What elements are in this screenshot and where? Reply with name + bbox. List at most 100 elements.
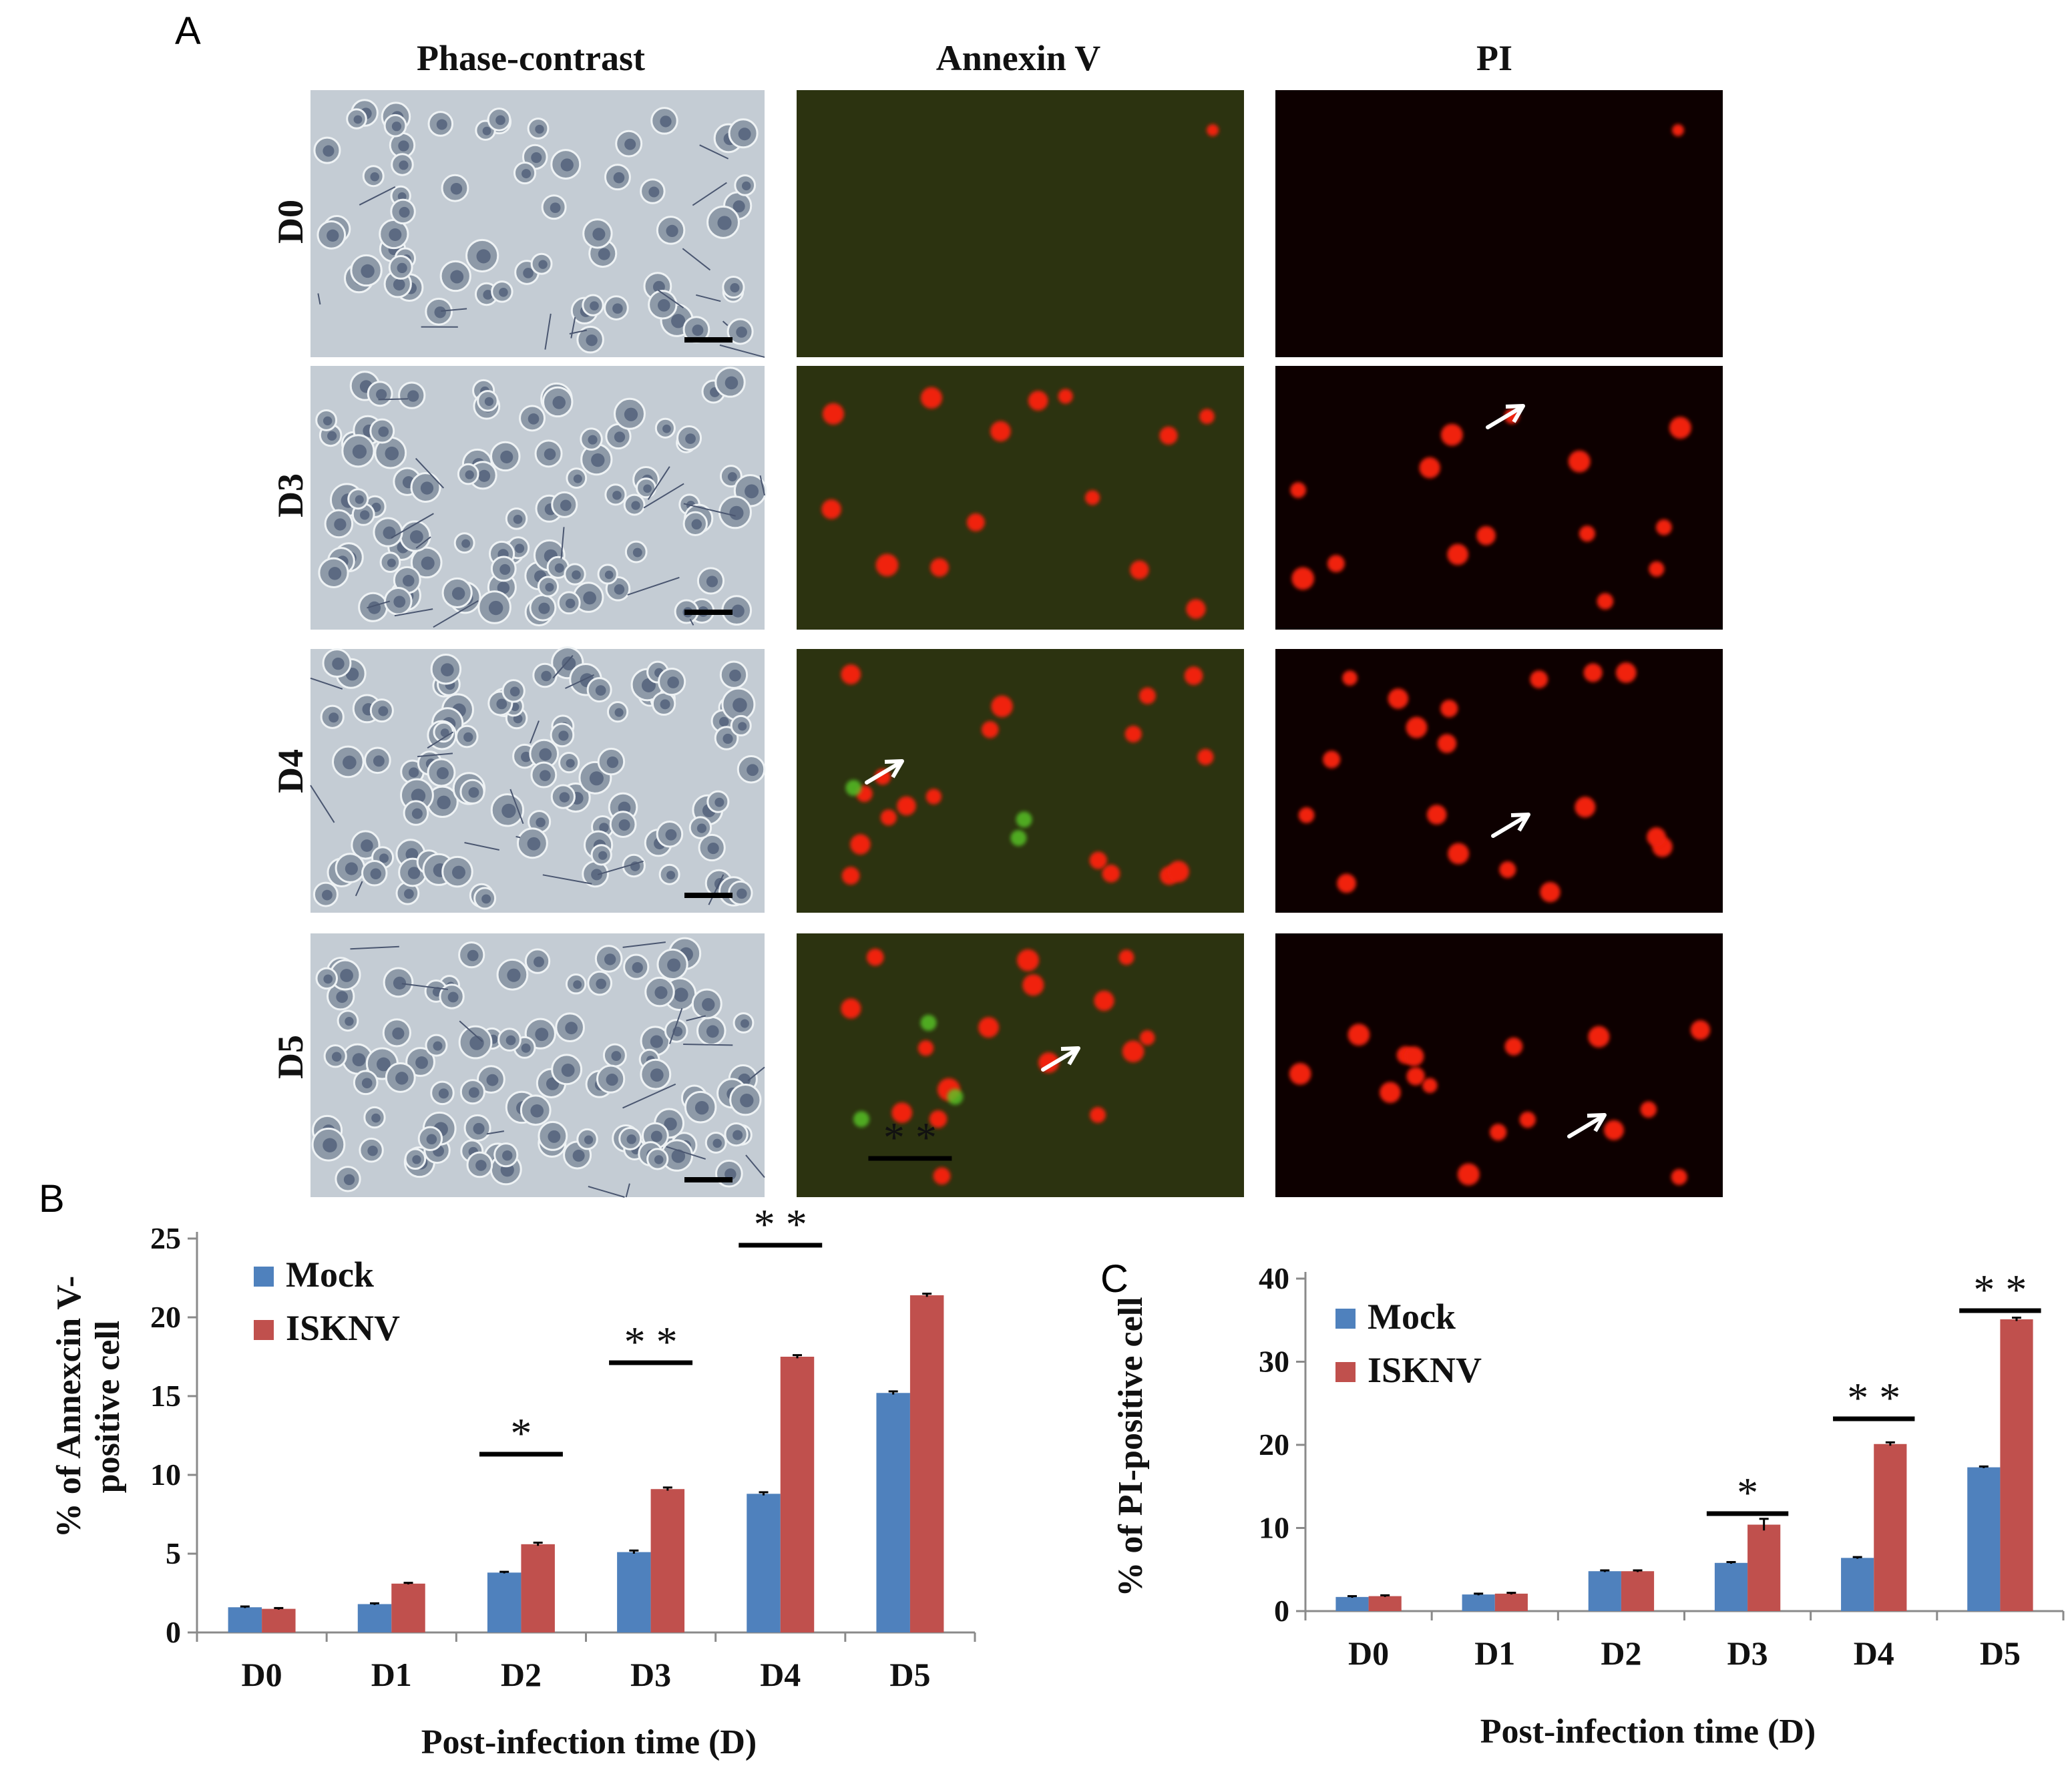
cell-nucleus bbox=[376, 389, 387, 400]
stained-cell bbox=[1138, 687, 1156, 704]
cell-nucleus bbox=[694, 1100, 709, 1115]
cell-nucleus bbox=[535, 124, 544, 134]
cell-process bbox=[350, 945, 399, 950]
chart-b-category-label: D2 bbox=[501, 1656, 542, 1693]
cell-nucleus bbox=[404, 889, 414, 899]
cell-process bbox=[747, 1066, 765, 1082]
cell-process bbox=[464, 842, 500, 851]
chart-c-bar-mock-d2 bbox=[1588, 1571, 1621, 1611]
chart-b-category-label: D5 bbox=[889, 1656, 930, 1693]
arrow-head bbox=[1587, 1113, 1607, 1132]
chart-c-bar-isknv-d3 bbox=[1747, 1524, 1781, 1611]
cell-nucleus bbox=[343, 1174, 355, 1185]
stained-cell bbox=[866, 948, 884, 966]
cell-nucleus bbox=[461, 539, 471, 548]
cell-nucleus bbox=[367, 1145, 378, 1156]
cell-nucleus bbox=[327, 229, 339, 242]
stained-cell bbox=[880, 809, 897, 826]
cell-process bbox=[666, 1146, 706, 1160]
annexin-green-cell bbox=[920, 1014, 937, 1031]
stained-cell bbox=[1404, 1046, 1424, 1066]
cell-nucleus bbox=[411, 789, 426, 803]
chart-c-y-tick-label: 40 bbox=[1259, 1261, 1289, 1295]
cell-nucleus bbox=[729, 669, 741, 682]
chart-b-y-label-line1: % of Annexcin V- bbox=[50, 1276, 88, 1538]
stained-cell bbox=[1426, 805, 1447, 825]
chart-c-bar-mock-d4 bbox=[1841, 1558, 1874, 1611]
column-header-pi: PI bbox=[1476, 38, 1512, 78]
cell-nucleus bbox=[465, 470, 474, 479]
cell-process bbox=[759, 475, 765, 496]
cell-process bbox=[401, 983, 448, 990]
cell-nucleus bbox=[409, 767, 419, 778]
stained-cell bbox=[1290, 482, 1306, 498]
cell-nucleus bbox=[392, 1027, 405, 1040]
stained-cell bbox=[1058, 389, 1073, 404]
cell-nucleus bbox=[521, 1043, 531, 1053]
stained-cell bbox=[1588, 1026, 1610, 1048]
stained-cell bbox=[1197, 748, 1214, 765]
cell-nucleus bbox=[368, 601, 381, 614]
cell-nucleus bbox=[733, 1130, 743, 1140]
cell-nucleus bbox=[742, 181, 751, 191]
cell-nucleus bbox=[674, 987, 688, 1002]
stained-cell bbox=[1094, 990, 1114, 1011]
micrograph-grid bbox=[310, 90, 1723, 1198]
stained-cell bbox=[1615, 662, 1637, 683]
cell-process bbox=[686, 1015, 706, 1022]
stained-cell bbox=[1476, 525, 1496, 545]
chart-b-bar-isknv-d3 bbox=[650, 1489, 685, 1632]
stained-cell bbox=[1669, 417, 1691, 439]
cell-nucleus bbox=[654, 1155, 664, 1164]
cell-nucleus bbox=[718, 716, 729, 727]
stained-cell bbox=[1448, 843, 1470, 865]
cell-nucleus bbox=[507, 968, 521, 982]
stained-cell bbox=[1447, 543, 1468, 566]
cell-nucleus bbox=[613, 172, 625, 184]
cell-nucleus bbox=[733, 200, 745, 213]
cell-nucleus bbox=[596, 978, 606, 989]
cell-nucleus bbox=[667, 958, 681, 972]
chart-c-legend-swatch bbox=[1335, 1362, 1356, 1382]
cell-nucleus bbox=[538, 602, 550, 614]
cell-process bbox=[310, 677, 343, 690]
stained-cell bbox=[1017, 949, 1039, 971]
micrograph-background bbox=[797, 933, 1244, 1197]
cell-nucleus bbox=[521, 751, 532, 762]
chart-b-legend-swatch bbox=[254, 1320, 274, 1340]
cell-nucleus bbox=[421, 556, 435, 570]
cell-nucleus bbox=[436, 767, 449, 780]
cell-nucleus bbox=[352, 444, 367, 459]
chart-b-category-label: D0 bbox=[242, 1656, 282, 1693]
stained-cell bbox=[1440, 700, 1458, 718]
cell-nucleus bbox=[515, 543, 525, 554]
cell-nucleus bbox=[387, 558, 396, 568]
cell-nucleus bbox=[604, 570, 614, 580]
chart-c-y-tick-label: 0 bbox=[1274, 1594, 1289, 1628]
cell-nucleus bbox=[361, 1078, 373, 1089]
cell-nucleus bbox=[665, 829, 677, 841]
cell-nucleus bbox=[737, 888, 747, 899]
micrograph-background bbox=[797, 366, 1244, 630]
cell-nucleus bbox=[611, 1051, 622, 1062]
cell-nucleus bbox=[379, 853, 389, 863]
cell-nucleus bbox=[393, 976, 407, 990]
cell-nucleus bbox=[513, 714, 523, 724]
cell-nucleus bbox=[361, 839, 373, 852]
stained-cell bbox=[891, 1102, 913, 1123]
chart-b-bar-mock-d2 bbox=[487, 1572, 522, 1632]
cell-nucleus bbox=[393, 278, 405, 291]
chart-c-category-label: D4 bbox=[1854, 1634, 1894, 1672]
cell-nucleus bbox=[660, 116, 672, 128]
stained-cell bbox=[981, 720, 999, 738]
cell-nucleus bbox=[405, 848, 419, 861]
scale-bar bbox=[684, 1177, 733, 1182]
cell-nucleus bbox=[560, 499, 572, 511]
stained-cell bbox=[1579, 525, 1595, 542]
micrograph-phase-d3 bbox=[310, 366, 767, 630]
panel-a: A Phase-contrast Annexin V PI D0 D3 D4 D… bbox=[175, 9, 1723, 1198]
cell-nucleus bbox=[573, 980, 582, 989]
cell-nucleus bbox=[499, 287, 508, 297]
chart-b-y-tick-label: 5 bbox=[166, 1536, 181, 1570]
